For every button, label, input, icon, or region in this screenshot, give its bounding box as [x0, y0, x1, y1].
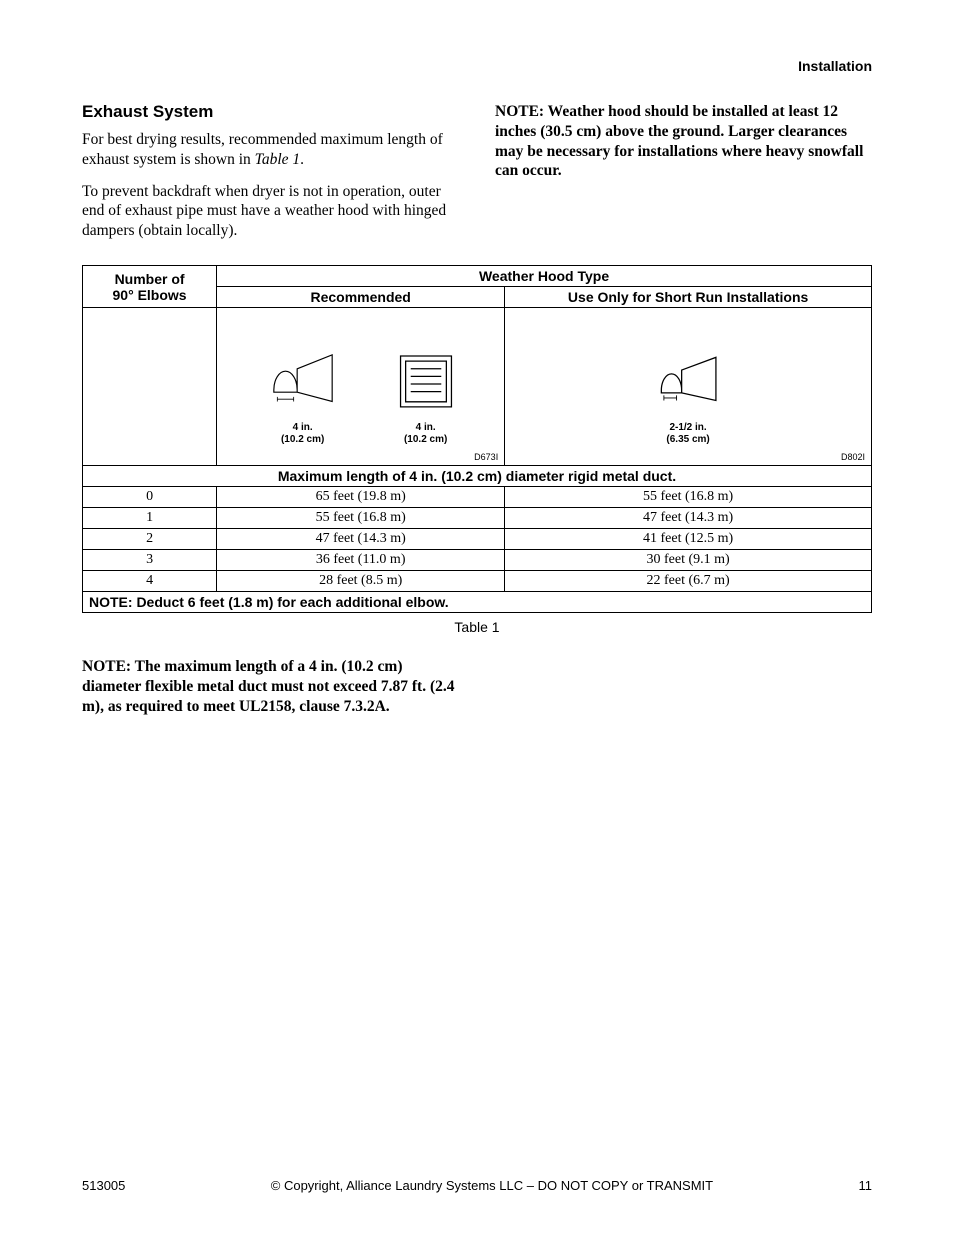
th-elbows: Number of 90° Elbows	[83, 266, 217, 308]
cell-a: 36 feet (11.0 m)	[217, 550, 505, 571]
hood-round-icon	[268, 348, 338, 420]
th-short-run: Use Only for Short Run Installations	[505, 287, 872, 308]
note-weather-hood: NOTE: Weather hood should be installed a…	[495, 102, 872, 181]
cell-n: 2	[83, 529, 217, 550]
img-cell-recommended: 4 in. (10.2 cm) 4 in. (10.2 cm) D673I	[217, 308, 505, 466]
diagram-code-2: D802I	[841, 452, 865, 462]
p1-text-c: .	[300, 151, 304, 168]
table-row: 247 feet (14.3 m)41 feet (12.5 m)	[83, 529, 872, 550]
cell-a: 55 feet (16.8 m)	[217, 508, 505, 529]
cell-b: 55 feet (16.8 m)	[505, 487, 872, 508]
hood-diagram-square: 4 in. (10.2 cm)	[398, 348, 454, 445]
th-recommended: Recommended	[217, 287, 505, 308]
hood-diagram-round: 4 in. (10.2 cm)	[268, 348, 338, 445]
hood3-dim2: (6.35 cm)	[666, 434, 709, 445]
table-row: 428 feet (8.5 m)22 feet (6.7 m)	[83, 571, 872, 592]
max-length-header: Maximum length of 4 in. (10.2 cm) diamet…	[83, 466, 872, 487]
th-elbows-l1: Number of	[115, 271, 185, 287]
hood2-dim2: (10.2 cm)	[404, 434, 447, 445]
hood1-dim2: (10.2 cm)	[281, 434, 324, 445]
page-footer: 513005 © Copyright, Alliance Laundry Sys…	[82, 1178, 872, 1193]
diagram-code-1: D673I	[474, 452, 498, 462]
footer-page-number: 11	[859, 1178, 873, 1193]
table-row: 336 feet (11.0 m)30 feet (9.1 m)	[83, 550, 872, 571]
cell-n: 0	[83, 487, 217, 508]
paragraph-1: For best drying results, recommended max…	[82, 130, 459, 170]
page-header-section: Installation	[82, 58, 872, 74]
hood-small-icon	[655, 348, 721, 420]
cell-a: 65 feet (19.8 m)	[217, 487, 505, 508]
footer-copyright: © Copyright, Alliance Laundry Systems LL…	[125, 1178, 858, 1193]
cell-n: 3	[83, 550, 217, 571]
cell-b: 22 feet (6.7 m)	[505, 571, 872, 592]
cell-n: 4	[83, 571, 217, 592]
table-row: 065 feet (19.8 m)55 feet (16.8 m)	[83, 487, 872, 508]
hood3-dim1: 2-1/2 in.	[669, 422, 706, 433]
cell-b: 41 feet (12.5 m)	[505, 529, 872, 550]
p1-table-ref: Table 1	[255, 151, 301, 168]
bottom-note: NOTE: The maximum length of a 4 in. (10.…	[82, 657, 461, 716]
th-elbows-l2: 90° Elbows	[113, 287, 187, 303]
cell-b: 47 feet (14.3 m)	[505, 508, 872, 529]
cell-a: 28 feet (8.5 m)	[217, 571, 505, 592]
hood2-dim1: 4 in.	[416, 422, 436, 433]
table-note-row: NOTE: Deduct 6 feet (1.8 m) for each add…	[83, 592, 872, 613]
table-caption: Table 1	[82, 619, 872, 635]
section-title: Exhaust System	[82, 102, 459, 122]
hood1-dim1: 4 in.	[293, 422, 313, 433]
exhaust-table: Number of 90° Elbows Weather Hood Type R…	[82, 265, 872, 613]
cell-n: 1	[83, 508, 217, 529]
footer-doc-number: 513005	[82, 1178, 125, 1193]
img-cell-short-run: 2-1/2 in. (6.35 cm) D802I	[505, 308, 872, 466]
cell-b: 30 feet (9.1 m)	[505, 550, 872, 571]
left-column: Exhaust System For best drying results, …	[82, 102, 459, 253]
cell-a: 47 feet (14.3 m)	[217, 529, 505, 550]
hood-diagram-small: 2-1/2 in. (6.35 cm)	[655, 348, 721, 445]
content-columns: Exhaust System For best drying results, …	[82, 102, 872, 253]
img-col-spacer	[83, 308, 217, 466]
hood-square-icon	[398, 348, 454, 420]
paragraph-2: To prevent backdraft when dryer is not i…	[82, 182, 459, 241]
th-hood-type: Weather Hood Type	[217, 266, 872, 287]
table-row: 155 feet (16.8 m)47 feet (14.3 m)	[83, 508, 872, 529]
right-column: NOTE: Weather hood should be installed a…	[495, 102, 872, 253]
